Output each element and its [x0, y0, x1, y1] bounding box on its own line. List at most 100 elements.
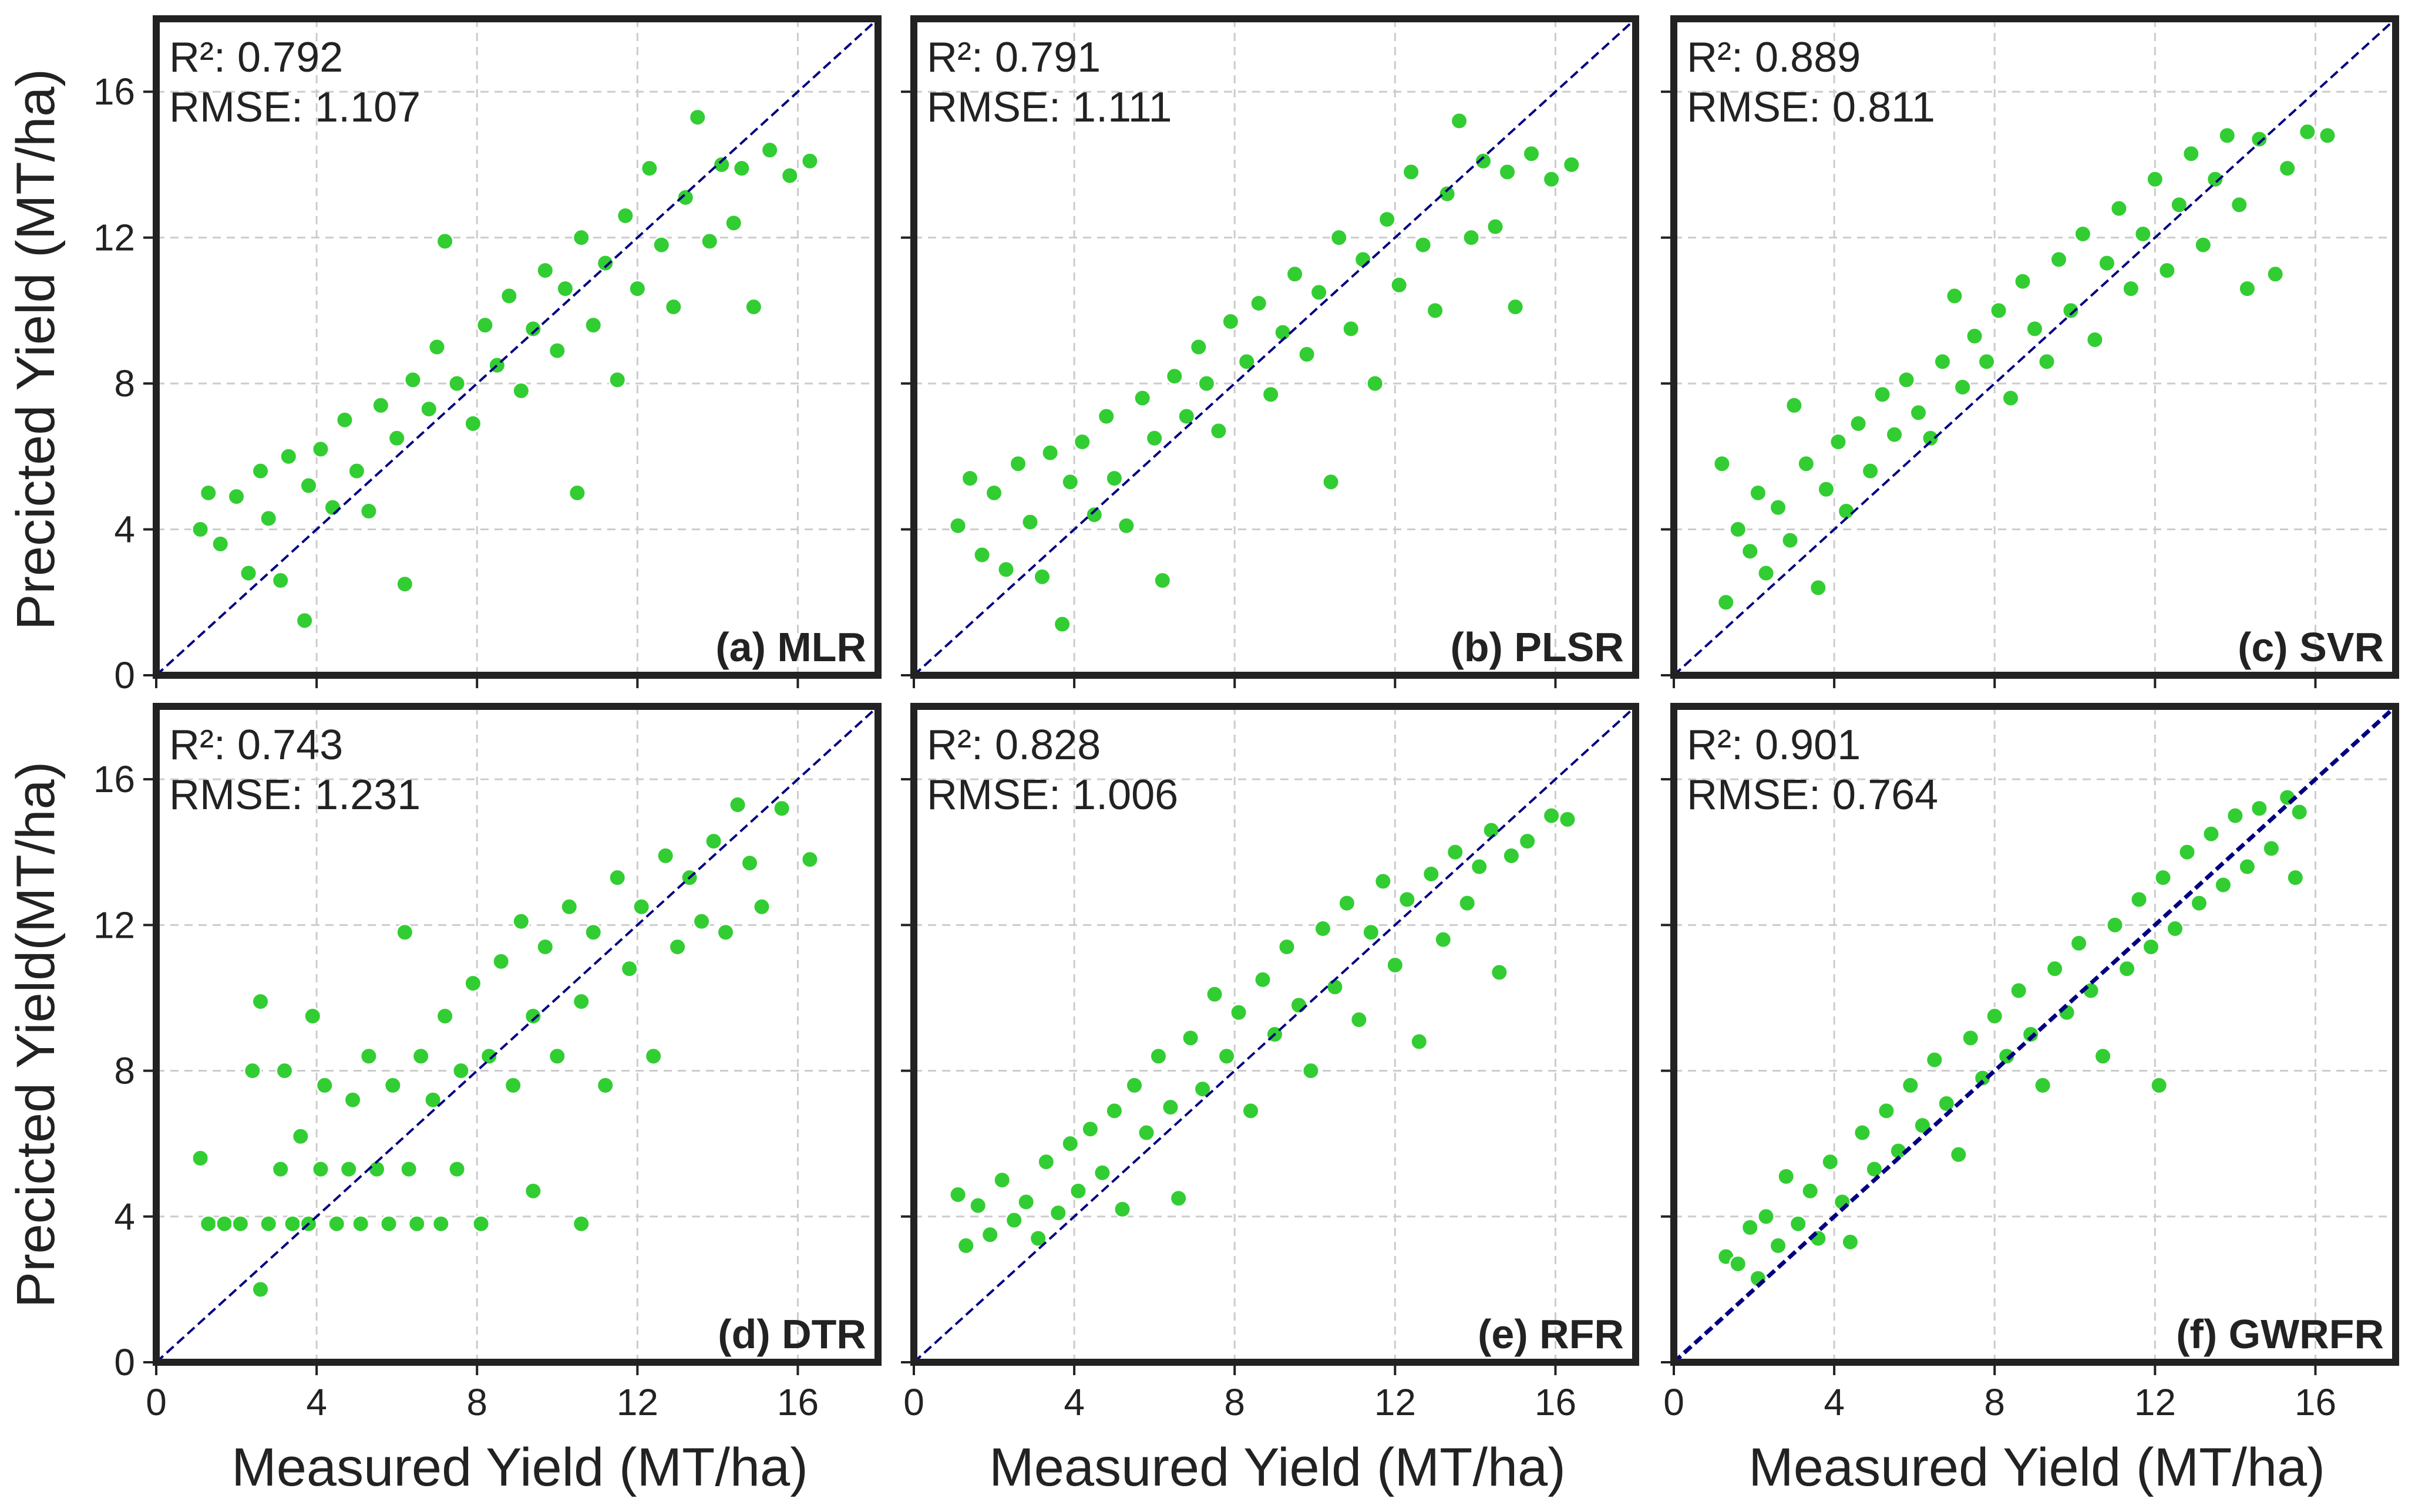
y-tick-label: 16 [93, 70, 135, 113]
data-point [1249, 294, 1268, 312]
data-point [1105, 469, 1124, 488]
data-point [668, 938, 687, 957]
data-point [1209, 422, 1228, 440]
r2-annotation: R²: 0.792 [169, 34, 343, 81]
data-point [1801, 1181, 1819, 1200]
x-tick-label: 12 [617, 1381, 658, 1423]
y-tick-label: 4 [114, 509, 135, 551]
data-point [1897, 371, 1916, 389]
data-point [371, 396, 390, 415]
data-point [1434, 930, 1452, 949]
r2-annotation: R²: 0.743 [169, 722, 343, 769]
data-point [1093, 1163, 1112, 1182]
data-point [1069, 1181, 1088, 1200]
data-point [2110, 199, 2128, 218]
data-point [656, 846, 675, 865]
data-point [2238, 857, 2256, 876]
panel-frame [153, 703, 882, 1366]
y-axis-label-top: Precicted Yield (MT/ha) [6, 69, 66, 630]
data-point [2298, 123, 2317, 142]
rmse-annotation: RMSE: 1.231 [169, 772, 421, 819]
data-point [2037, 352, 2056, 371]
data-point [741, 854, 759, 873]
data-point [1757, 1207, 1775, 1226]
data-point [480, 1047, 499, 1066]
y-tick-label: 0 [114, 654, 135, 696]
data-point [251, 992, 270, 1011]
x-tick-label: 4 [1064, 1381, 1085, 1423]
data-point [800, 850, 819, 869]
data-point [781, 166, 799, 185]
data-point [271, 571, 290, 590]
data-point [1165, 367, 1184, 386]
data-point [1341, 319, 1360, 338]
data-point [1410, 1032, 1428, 1051]
data-point [608, 868, 627, 887]
data-point [2194, 235, 2212, 254]
data-point [476, 316, 495, 335]
data-point [1757, 564, 1775, 582]
x-axis-label-middle: Measured Yield (MT/ha) [989, 1437, 1566, 1497]
data-point [1426, 301, 1445, 320]
data-point [1829, 432, 1848, 451]
rmse-annotation: RMSE: 1.107 [169, 84, 421, 131]
data-point [191, 520, 210, 539]
data-point [2094, 1047, 2113, 1066]
data-point [1949, 1145, 1968, 1164]
data-point [584, 316, 603, 335]
data-point [1945, 287, 1964, 305]
data-point [2061, 301, 2080, 320]
panel-label: (c) SVR [2238, 624, 2384, 670]
data-point [1337, 894, 1356, 912]
data-point [2022, 1025, 2040, 1043]
data-point [1973, 1069, 1992, 1087]
data-point [2286, 868, 2305, 887]
x-tick-label: 16 [777, 1381, 819, 1423]
panel-frame [153, 15, 882, 679]
data-point [1873, 385, 1892, 404]
data-point [1769, 1236, 1788, 1255]
data-point [1145, 429, 1164, 447]
data-point [1390, 275, 1408, 294]
data-point [1301, 1062, 1320, 1080]
r2-annotation: R²: 0.828 [927, 722, 1101, 769]
data-point [1229, 1003, 1248, 1022]
panel-frame [910, 15, 1639, 679]
data-point [761, 141, 779, 160]
y-tick-label: 8 [114, 1050, 135, 1092]
data-point [985, 483, 1004, 502]
y-tick-label: 16 [93, 758, 135, 800]
data-point [1985, 1006, 2004, 1025]
data-point [199, 483, 218, 502]
data-point [251, 1280, 270, 1299]
data-point [2262, 839, 2281, 858]
data-point [2033, 1076, 2052, 1095]
data-point [2189, 894, 2208, 912]
data-point [1097, 407, 1116, 426]
y-tick-label: 4 [114, 1196, 135, 1238]
data-point [1562, 155, 1581, 174]
data-point [2206, 170, 2225, 188]
data-point [1073, 432, 1092, 451]
data-point [981, 1225, 1000, 1244]
data-point [2250, 799, 2269, 818]
data-point [640, 159, 659, 178]
x-tick-label: 8 [466, 1381, 487, 1423]
data-point [1486, 217, 1505, 236]
data-point [2070, 934, 2088, 952]
data-point [676, 188, 695, 207]
data-point [628, 279, 647, 298]
data-point [632, 897, 651, 916]
data-point [1277, 938, 1296, 957]
data-point [1262, 385, 1280, 404]
identity-line [1672, 705, 2397, 1364]
data-point [199, 1214, 218, 1233]
data-point [299, 476, 318, 495]
data-point [2026, 319, 2044, 338]
data-point [2238, 279, 2256, 298]
identity-line [913, 705, 1637, 1363]
data-point [1849, 414, 1868, 433]
data-point [1913, 1116, 1932, 1135]
